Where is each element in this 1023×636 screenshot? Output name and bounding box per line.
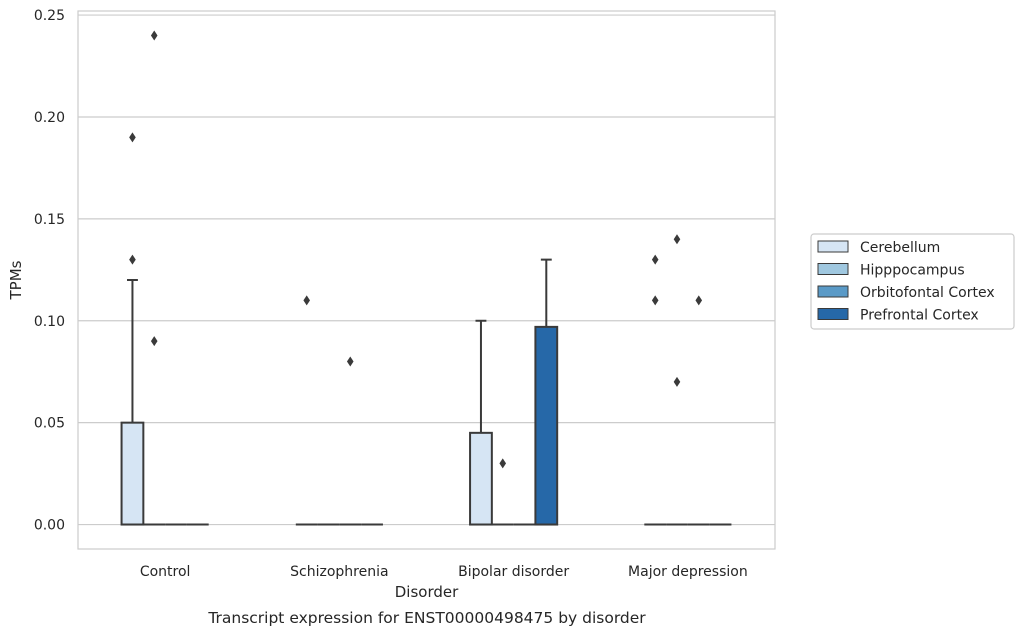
- y-tick-label: 0.10: [34, 314, 65, 330]
- box-hipppocampus: [666, 234, 688, 526]
- outlier-point: [150, 30, 158, 41]
- box-prefrontal-cortex: [534, 258, 559, 526]
- grid-lines: [78, 14, 775, 526]
- box-body: [469, 431, 493, 526]
- x-tick-label: Major depression: [628, 564, 748, 580]
- outlier-point: [651, 254, 659, 265]
- legend-entry-label: Orbitofontal Cortex: [860, 285, 995, 301]
- x-tick-label: Bipolar disorder: [458, 564, 569, 580]
- x-axis-ticks: Control Schizophrenia Bipolar disorder Majo…: [140, 564, 748, 580]
- box-cerebellum: [469, 319, 493, 526]
- outlier-point: [150, 336, 158, 347]
- legend-entry-label: Cerebellum: [860, 240, 940, 256]
- box-hipppocampus: [143, 30, 166, 526]
- outlier-point: [673, 376, 681, 387]
- outlier-point: [695, 295, 703, 306]
- box-orbitofontal-cortex: [687, 295, 710, 526]
- outlier-point: [303, 295, 311, 306]
- legend-swatch: [817, 263, 849, 275]
- outlier-point: [499, 458, 507, 469]
- y-tick-label: 0.05: [34, 416, 65, 432]
- box-body: [534, 325, 559, 526]
- box-cerebellum: [644, 254, 667, 526]
- y-axis-label: TPMs: [7, 260, 25, 300]
- box-cerebellum: [120, 132, 145, 526]
- y-tick-label: 0.15: [34, 212, 65, 228]
- box-series-group: [120, 30, 732, 526]
- x-axis-label: Disorder: [395, 583, 459, 601]
- legend-swatch: [817, 308, 849, 320]
- y-axis-ticks: 0.00 0.05 0.10 0.15 0.20 0.25: [34, 8, 65, 533]
- legend-entry-label: Prefrontal Cortex: [860, 308, 979, 324]
- outlier-point: [129, 254, 136, 265]
- chart-caption: Transcript expression for ENST0000049847…: [207, 609, 646, 627]
- box-body: [120, 421, 145, 526]
- x-tick-label: Control: [140, 564, 191, 580]
- outlier-point: [673, 234, 681, 245]
- y-tick-label: 0.25: [34, 8, 65, 24]
- legend-frame: [810, 233, 1015, 330]
- legend: Cerebellum Hipppocampus Orbitofontal Corte…: [810, 233, 1015, 330]
- y-tick-label: 0.20: [34, 110, 65, 126]
- legend-swatch: [817, 285, 849, 298]
- outlier-point: [346, 356, 354, 367]
- box-cerebellum: [295, 295, 318, 526]
- legend-entry-label: Hipppocampus: [860, 263, 965, 279]
- y-tick-label: 0.00: [34, 518, 65, 534]
- outlier-point: [651, 295, 659, 306]
- box-hipppocampus: [491, 458, 514, 526]
- plot-area-frame: [77, 10, 776, 550]
- outlier-point: [129, 132, 136, 143]
- box-orbitofontal-cortex: [339, 356, 362, 526]
- legend-swatch: [817, 240, 849, 253]
- x-tick-label: Schizophrenia: [290, 564, 388, 580]
